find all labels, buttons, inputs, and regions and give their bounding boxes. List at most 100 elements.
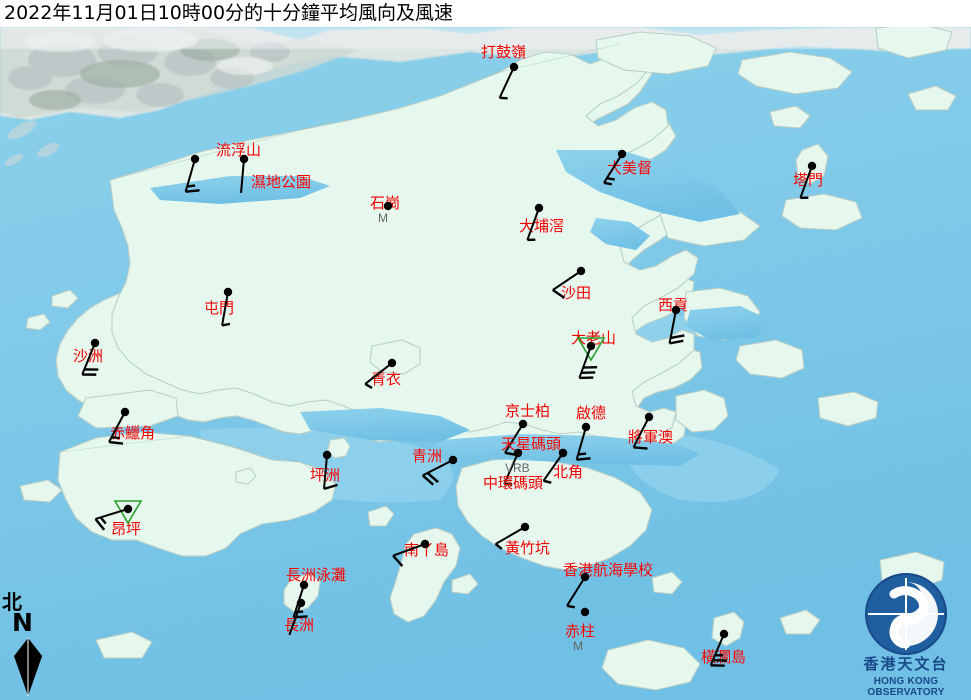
station-label: 黃竹坑 xyxy=(505,539,551,557)
station-dot[interactable] xyxy=(420,539,430,549)
barb-shaft xyxy=(392,543,426,557)
station-dot[interactable] xyxy=(513,448,523,458)
station-dot[interactable] xyxy=(576,266,586,276)
station-label: 塔門 xyxy=(793,171,824,189)
barb-feather-full xyxy=(576,457,591,461)
station-dot[interactable] xyxy=(586,341,596,351)
barb-shaft xyxy=(221,291,229,326)
barb-shaft xyxy=(240,158,245,193)
station-label: 西貢 xyxy=(658,296,689,314)
station-dot[interactable] xyxy=(299,580,309,590)
barb-feather-half xyxy=(187,184,196,188)
barb-feather-full xyxy=(392,554,404,567)
station-label: 昂坪 xyxy=(111,520,142,538)
station-dot[interactable] xyxy=(90,338,100,348)
station-label: 青衣 xyxy=(371,370,402,388)
mainland-terrain xyxy=(0,27,971,120)
barb-shaft xyxy=(552,270,582,291)
barb-shaft xyxy=(799,165,813,199)
barb-feather-full xyxy=(94,518,106,531)
station-label: 北角 xyxy=(553,463,584,481)
barb-feather-full xyxy=(421,474,435,486)
station-label: 中環碼頭 xyxy=(483,474,544,492)
coast-shade xyxy=(59,43,621,485)
station-dot[interactable] xyxy=(190,154,200,164)
station-dot[interactable] xyxy=(580,572,590,582)
station-dot[interactable] xyxy=(671,305,681,315)
station-dot[interactable] xyxy=(448,455,458,465)
station-dot[interactable] xyxy=(558,448,568,458)
station-dot[interactable] xyxy=(387,358,397,368)
barb-feather-half xyxy=(603,181,613,186)
station-dot[interactable] xyxy=(123,504,133,514)
barb-feather-full xyxy=(669,339,684,345)
station-dot[interactable] xyxy=(644,412,654,422)
station-dot[interactable] xyxy=(120,407,130,417)
barb-feather-half xyxy=(111,435,120,440)
barb-feather-full xyxy=(108,440,124,445)
barb-feather-half xyxy=(295,610,304,614)
barb-feather-half xyxy=(543,479,552,484)
station-dot[interactable] xyxy=(383,201,393,211)
barb-shaft xyxy=(632,416,650,448)
page-title: 2022年11月01日10時00分的十分鐘平均風向及風速 xyxy=(4,2,454,24)
station-label: 京士柏 xyxy=(505,402,551,420)
barb-feather-full xyxy=(552,289,566,299)
station-label: 青洲 xyxy=(412,447,443,465)
station-dot[interactable] xyxy=(581,422,591,432)
barb-feather-half xyxy=(578,452,587,456)
station-dot[interactable] xyxy=(617,149,627,159)
barb-feather-full xyxy=(633,446,648,450)
station-label: 啟德 xyxy=(576,404,607,422)
station-label: 濕地公園 xyxy=(251,173,312,191)
station-dot[interactable] xyxy=(509,62,519,72)
station-dot[interactable] xyxy=(580,607,590,617)
station-dot[interactable] xyxy=(520,522,530,532)
station-code-m: M xyxy=(378,211,388,225)
barb-feather-half xyxy=(364,382,373,390)
station-dot[interactable] xyxy=(719,629,729,639)
barb-feather-half xyxy=(99,516,107,525)
station-code-m: M xyxy=(573,639,583,653)
station-label: 將軍澳 xyxy=(628,428,674,446)
station-dot[interactable] xyxy=(239,154,249,164)
station-label: 石崗 xyxy=(370,194,401,212)
station-dot[interactable] xyxy=(807,161,817,171)
barb-feather-full xyxy=(670,334,685,340)
barb-shaft xyxy=(542,452,564,482)
station-label: 沙洲 xyxy=(73,347,104,365)
station-label: 南丫島 xyxy=(404,541,450,559)
compass-en-label: N xyxy=(12,608,33,637)
barb-shaft xyxy=(498,66,515,99)
barb-shaft xyxy=(495,526,526,545)
high-elevation-marker-icon xyxy=(576,337,606,362)
barb-shaft xyxy=(288,602,302,636)
barb-feather-half xyxy=(221,322,231,327)
barb-shaft xyxy=(503,452,519,485)
compass-needle-icon xyxy=(14,638,42,696)
station-dot[interactable] xyxy=(534,203,544,213)
station-dot[interactable] xyxy=(518,419,528,429)
barb-feather-half xyxy=(606,176,615,181)
station-dot[interactable] xyxy=(223,287,233,297)
station-dot[interactable] xyxy=(296,598,306,608)
station-dot[interactable] xyxy=(322,450,332,460)
barb-feather-half xyxy=(566,604,576,609)
station-label: 沙田 xyxy=(561,284,592,302)
barb-feather-full xyxy=(185,189,200,193)
barb-feather-full xyxy=(323,483,338,491)
